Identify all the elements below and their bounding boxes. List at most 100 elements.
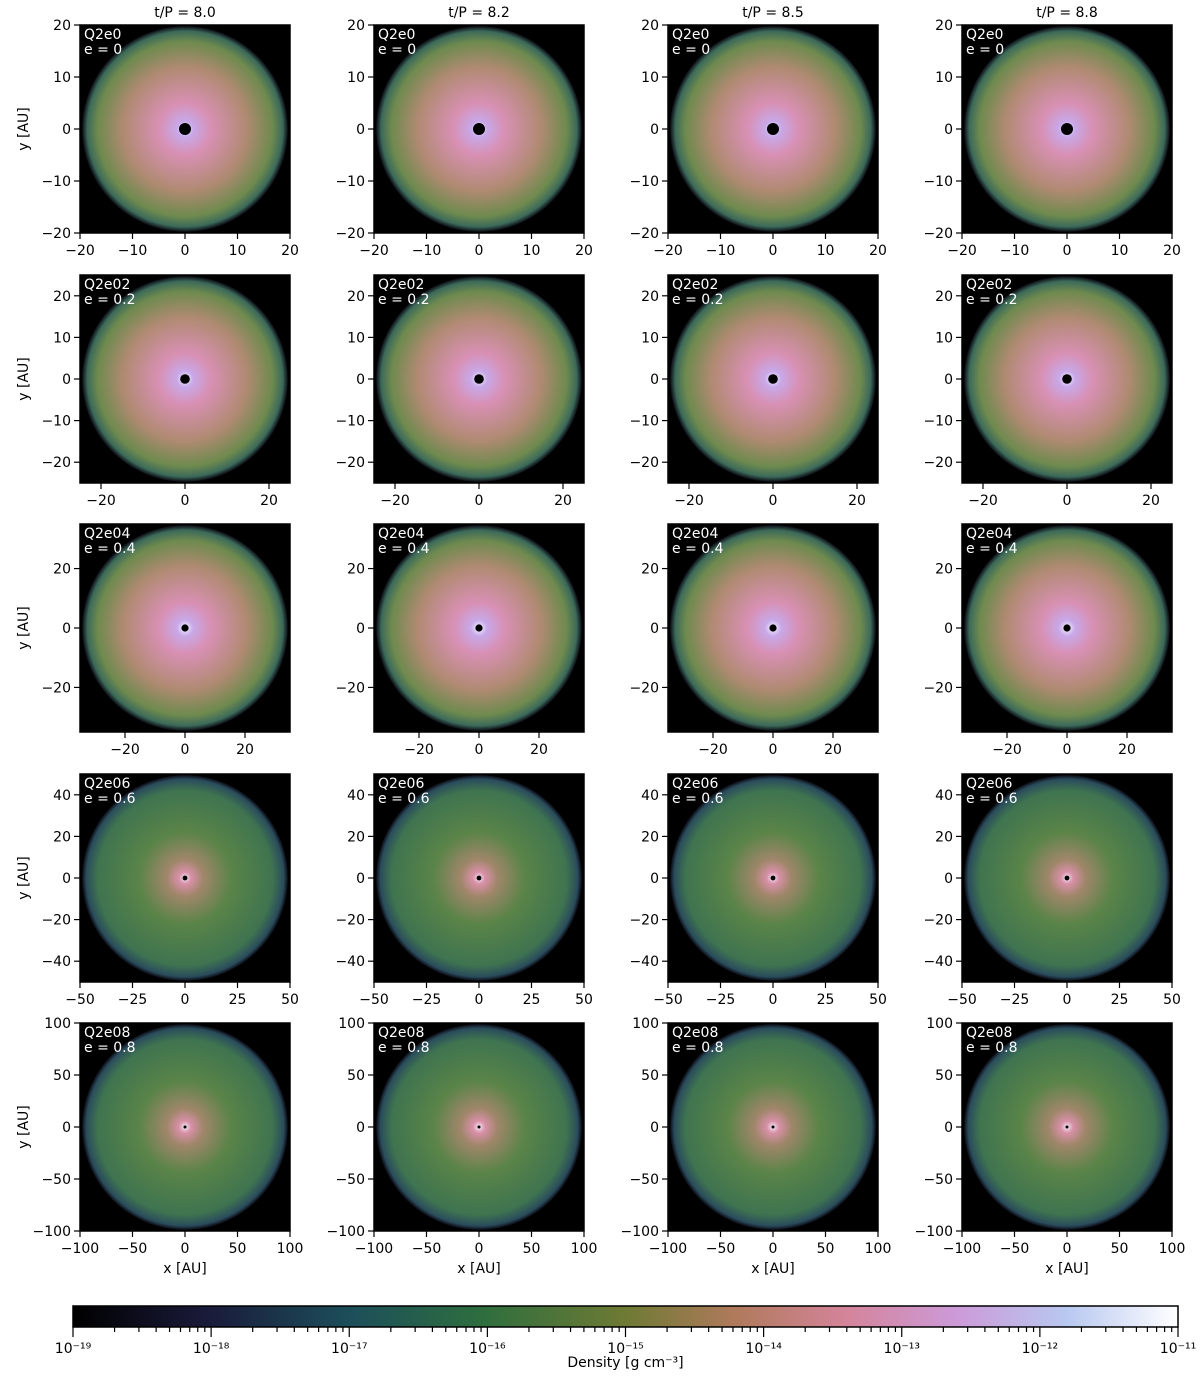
- x-tick-label: 25: [523, 992, 541, 1008]
- x-tick-label: −20: [404, 742, 434, 758]
- central-object: [767, 123, 779, 135]
- panel-annotation: e = 0.2: [84, 292, 136, 308]
- central-object: [768, 374, 778, 384]
- y-tick-label: 40: [935, 788, 953, 804]
- panel-annotation: Q2e06: [84, 776, 130, 792]
- x-tick-label: 20: [260, 493, 278, 509]
- x-axis-label: x [AU]: [751, 1261, 794, 1277]
- x-tick-label: −50: [412, 1241, 442, 1257]
- y-tick-label: −50: [335, 1172, 365, 1188]
- x-tick-label: −100: [61, 1241, 99, 1257]
- colorbar-label: Density [g cm⁻³]: [567, 1355, 683, 1371]
- y-tick-label: −40: [629, 954, 659, 970]
- y-tick-label: −20: [629, 913, 659, 929]
- y-tick-label: 100: [632, 1016, 659, 1032]
- x-tick-label: −20: [653, 243, 683, 259]
- y-axis-label: y [AU]: [16, 357, 32, 400]
- x-tick-label: −20: [698, 742, 728, 758]
- panel-title: t/P = 8.8: [1036, 5, 1098, 21]
- central-object: [473, 123, 485, 135]
- y-tick-label: 10: [347, 330, 365, 346]
- x-tick-label: −50: [653, 992, 683, 1008]
- x-tick-label: 0: [475, 1241, 484, 1257]
- y-tick-label: 0: [944, 372, 953, 388]
- panel-annotation: Q2e02: [672, 277, 718, 293]
- y-tick-label: −10: [923, 174, 953, 190]
- x-tick-label: −20: [359, 243, 389, 259]
- y-tick-label: 20: [53, 829, 71, 845]
- colorbar-tick-label: 10⁻¹⁸: [193, 1341, 230, 1357]
- y-tick-label: 100: [338, 1016, 365, 1032]
- panel-annotation: Q2e02: [378, 277, 424, 293]
- colorbar-tick-label: 10⁻¹⁵: [607, 1341, 643, 1357]
- colorbar-tick-label: 10⁻¹¹: [1160, 1341, 1196, 1357]
- colorbar-tick-label: 10⁻¹⁹: [55, 1341, 92, 1357]
- y-tick-label: 40: [641, 788, 659, 804]
- x-tick-label: 0: [1063, 493, 1072, 509]
- panel-annotation: e = 0.6: [84, 791, 136, 807]
- x-tick-label: 0: [181, 742, 190, 758]
- x-tick-label: −10: [118, 243, 148, 259]
- x-axis-label: x [AU]: [457, 1261, 500, 1277]
- y-tick-label: 20: [53, 18, 71, 34]
- x-tick-label: 0: [475, 243, 484, 259]
- y-tick-label: −10: [41, 414, 71, 430]
- central-object: [1063, 624, 1071, 632]
- central-object: [476, 875, 482, 881]
- panel-annotation: e = 0.8: [378, 1040, 430, 1056]
- y-tick-label: −100: [33, 1224, 71, 1240]
- y-tick-label: 0: [944, 122, 953, 138]
- y-tick-label: 10: [53, 70, 71, 86]
- y-tick-label: 0: [356, 871, 365, 887]
- y-tick-label: 100: [926, 1016, 953, 1032]
- y-tick-label: 0: [356, 122, 365, 138]
- y-tick-label: −20: [41, 680, 71, 696]
- central-object: [1062, 374, 1072, 384]
- y-tick-label: −40: [923, 954, 953, 970]
- x-tick-label: −50: [1000, 1241, 1030, 1257]
- y-tick-label: −20: [41, 226, 71, 242]
- y-tick-label: −20: [41, 913, 71, 929]
- x-tick-label: −25: [118, 992, 148, 1008]
- colorbar-tick-label: 10⁻¹⁷: [331, 1341, 367, 1357]
- y-tick-label: 20: [347, 18, 365, 34]
- x-tick-label: 10: [1111, 243, 1129, 259]
- y-tick-label: 0: [62, 871, 71, 887]
- panel-annotation: Q2e06: [378, 776, 424, 792]
- y-tick-label: −20: [629, 455, 659, 471]
- y-tick-label: 0: [650, 871, 659, 887]
- panel-annotation: Q2e04: [378, 526, 424, 542]
- x-tick-label: 50: [523, 1241, 541, 1257]
- panel-annotation: Q2e02: [84, 277, 130, 293]
- y-tick-label: 20: [641, 562, 659, 578]
- panel-annotation: Q2e02: [966, 277, 1012, 293]
- y-tick-label: −20: [923, 680, 953, 696]
- panel-annotation: e = 0: [84, 42, 122, 58]
- x-tick-label: 0: [769, 493, 778, 509]
- y-tick-label: 0: [944, 871, 953, 887]
- panel-annotation: e = 0.2: [378, 292, 430, 308]
- y-tick-label: 50: [347, 1068, 365, 1084]
- central-object: [181, 624, 189, 632]
- x-tick-label: 20: [1118, 742, 1136, 758]
- y-tick-label: 50: [53, 1068, 71, 1084]
- y-tick-label: 0: [944, 621, 953, 637]
- x-tick-label: 50: [869, 992, 887, 1008]
- x-tick-label: −50: [359, 992, 389, 1008]
- x-tick-label: −25: [1000, 992, 1030, 1008]
- x-tick-label: 20: [530, 742, 548, 758]
- central-object: [182, 875, 188, 881]
- y-tick-label: 20: [53, 562, 71, 578]
- y-tick-label: 0: [62, 122, 71, 138]
- panel-annotation: Q2e06: [672, 776, 718, 792]
- central-object: [477, 1125, 481, 1129]
- y-tick-label: −50: [41, 1172, 71, 1188]
- y-tick-label: 50: [641, 1068, 659, 1084]
- x-tick-label: −20: [110, 742, 140, 758]
- y-tick-label: −20: [629, 226, 659, 242]
- panel-annotation: Q2e08: [378, 1025, 424, 1041]
- panel-annotation: e = 0.6: [672, 791, 724, 807]
- x-tick-label: −50: [706, 1241, 736, 1257]
- y-tick-label: 0: [650, 372, 659, 388]
